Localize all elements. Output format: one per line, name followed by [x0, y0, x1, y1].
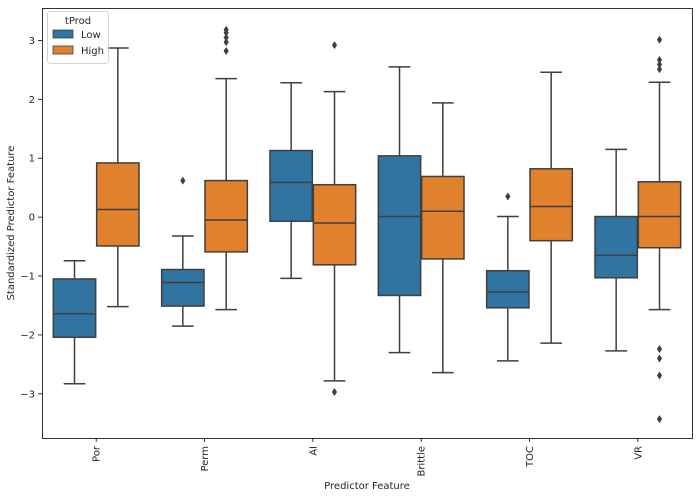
- y-tick-label: 2: [29, 95, 35, 106]
- outlier-point: [331, 41, 338, 50]
- y-tick-label: 0: [29, 213, 35, 224]
- outlier-point: [331, 388, 338, 397]
- box-vr-high: [637, 35, 682, 424]
- x-tick-label-vr: VR: [633, 446, 644, 460]
- legend: tProd Low High: [47, 11, 109, 64]
- box-toc-low: [485, 192, 530, 362]
- y-axis-label: Standardized Predictor Feature: [6, 146, 17, 301]
- y-tick-label: −3: [20, 389, 35, 400]
- box-iqr: [637, 181, 682, 249]
- outlier-point: [505, 192, 511, 201]
- box-perm-high: [204, 25, 249, 311]
- box-brittle-high: [420, 102, 465, 374]
- x-tick-label-perm: Perm: [200, 446, 211, 472]
- box-por-high: [95, 47, 140, 308]
- outlier-point: [656, 345, 663, 354]
- box-ai-low: [269, 82, 314, 280]
- box-iqr: [594, 215, 639, 279]
- outlier-point: [223, 38, 229, 47]
- outlier-point: [656, 371, 663, 380]
- y-tick-label: 1: [29, 154, 35, 165]
- outlier-point: [656, 60, 663, 69]
- outlier-point: [223, 33, 229, 42]
- box-perm-low: [160, 176, 205, 327]
- x-tick-label-por: Por: [92, 445, 103, 462]
- y-tick-label: −2: [20, 330, 35, 341]
- legend-swatch-high: [52, 45, 74, 55]
- y-tick-label: 3: [29, 36, 35, 47]
- box-iqr: [529, 168, 574, 242]
- box-iqr: [312, 183, 357, 266]
- outlier-point: [656, 55, 663, 64]
- legend-title: tProd: [65, 16, 91, 27]
- boxes-layer: [52, 25, 682, 424]
- box-vr-low: [594, 148, 639, 352]
- box-iqr: [420, 175, 465, 260]
- legend-label-low: Low: [81, 30, 101, 41]
- x-tick-label-brittle: Brittle: [417, 446, 428, 477]
- legend-swatch-low: [52, 29, 74, 39]
- outlier-point: [656, 354, 663, 363]
- x-tick-label-ai: AI: [308, 446, 319, 456]
- legend-label-high: High: [81, 46, 104, 57]
- plot-area: [42, 8, 692, 438]
- box-iqr: [269, 149, 314, 222]
- outlier-point: [656, 65, 663, 74]
- y-tick-label: −1: [20, 272, 35, 283]
- x-tick-label-toc: TOC: [525, 446, 536, 468]
- box-brittle-low: [377, 66, 422, 354]
- box-iqr: [204, 179, 249, 253]
- box-toc-high: [529, 71, 574, 344]
- box-por-low: [52, 259, 97, 385]
- box-iqr: [485, 269, 530, 309]
- outlier-point: [180, 176, 186, 185]
- x-axis-label: Predictor Feature: [324, 481, 410, 492]
- plot-frame: [42, 8, 693, 439]
- box-iqr: [377, 155, 422, 297]
- outlier-point: [223, 47, 229, 55]
- axes-layer: −3 −2 −1 0 1 2 3 Por Perm AI Brittle TOC VR: [20, 36, 644, 477]
- box-iqr: [95, 162, 140, 247]
- box-iqr: [52, 278, 97, 339]
- box-ai-high: [312, 41, 357, 397]
- box-iqr: [160, 268, 205, 307]
- outlier-point: [223, 25, 229, 34]
- outlier-point: [656, 35, 663, 44]
- outlier-point: [656, 415, 663, 424]
